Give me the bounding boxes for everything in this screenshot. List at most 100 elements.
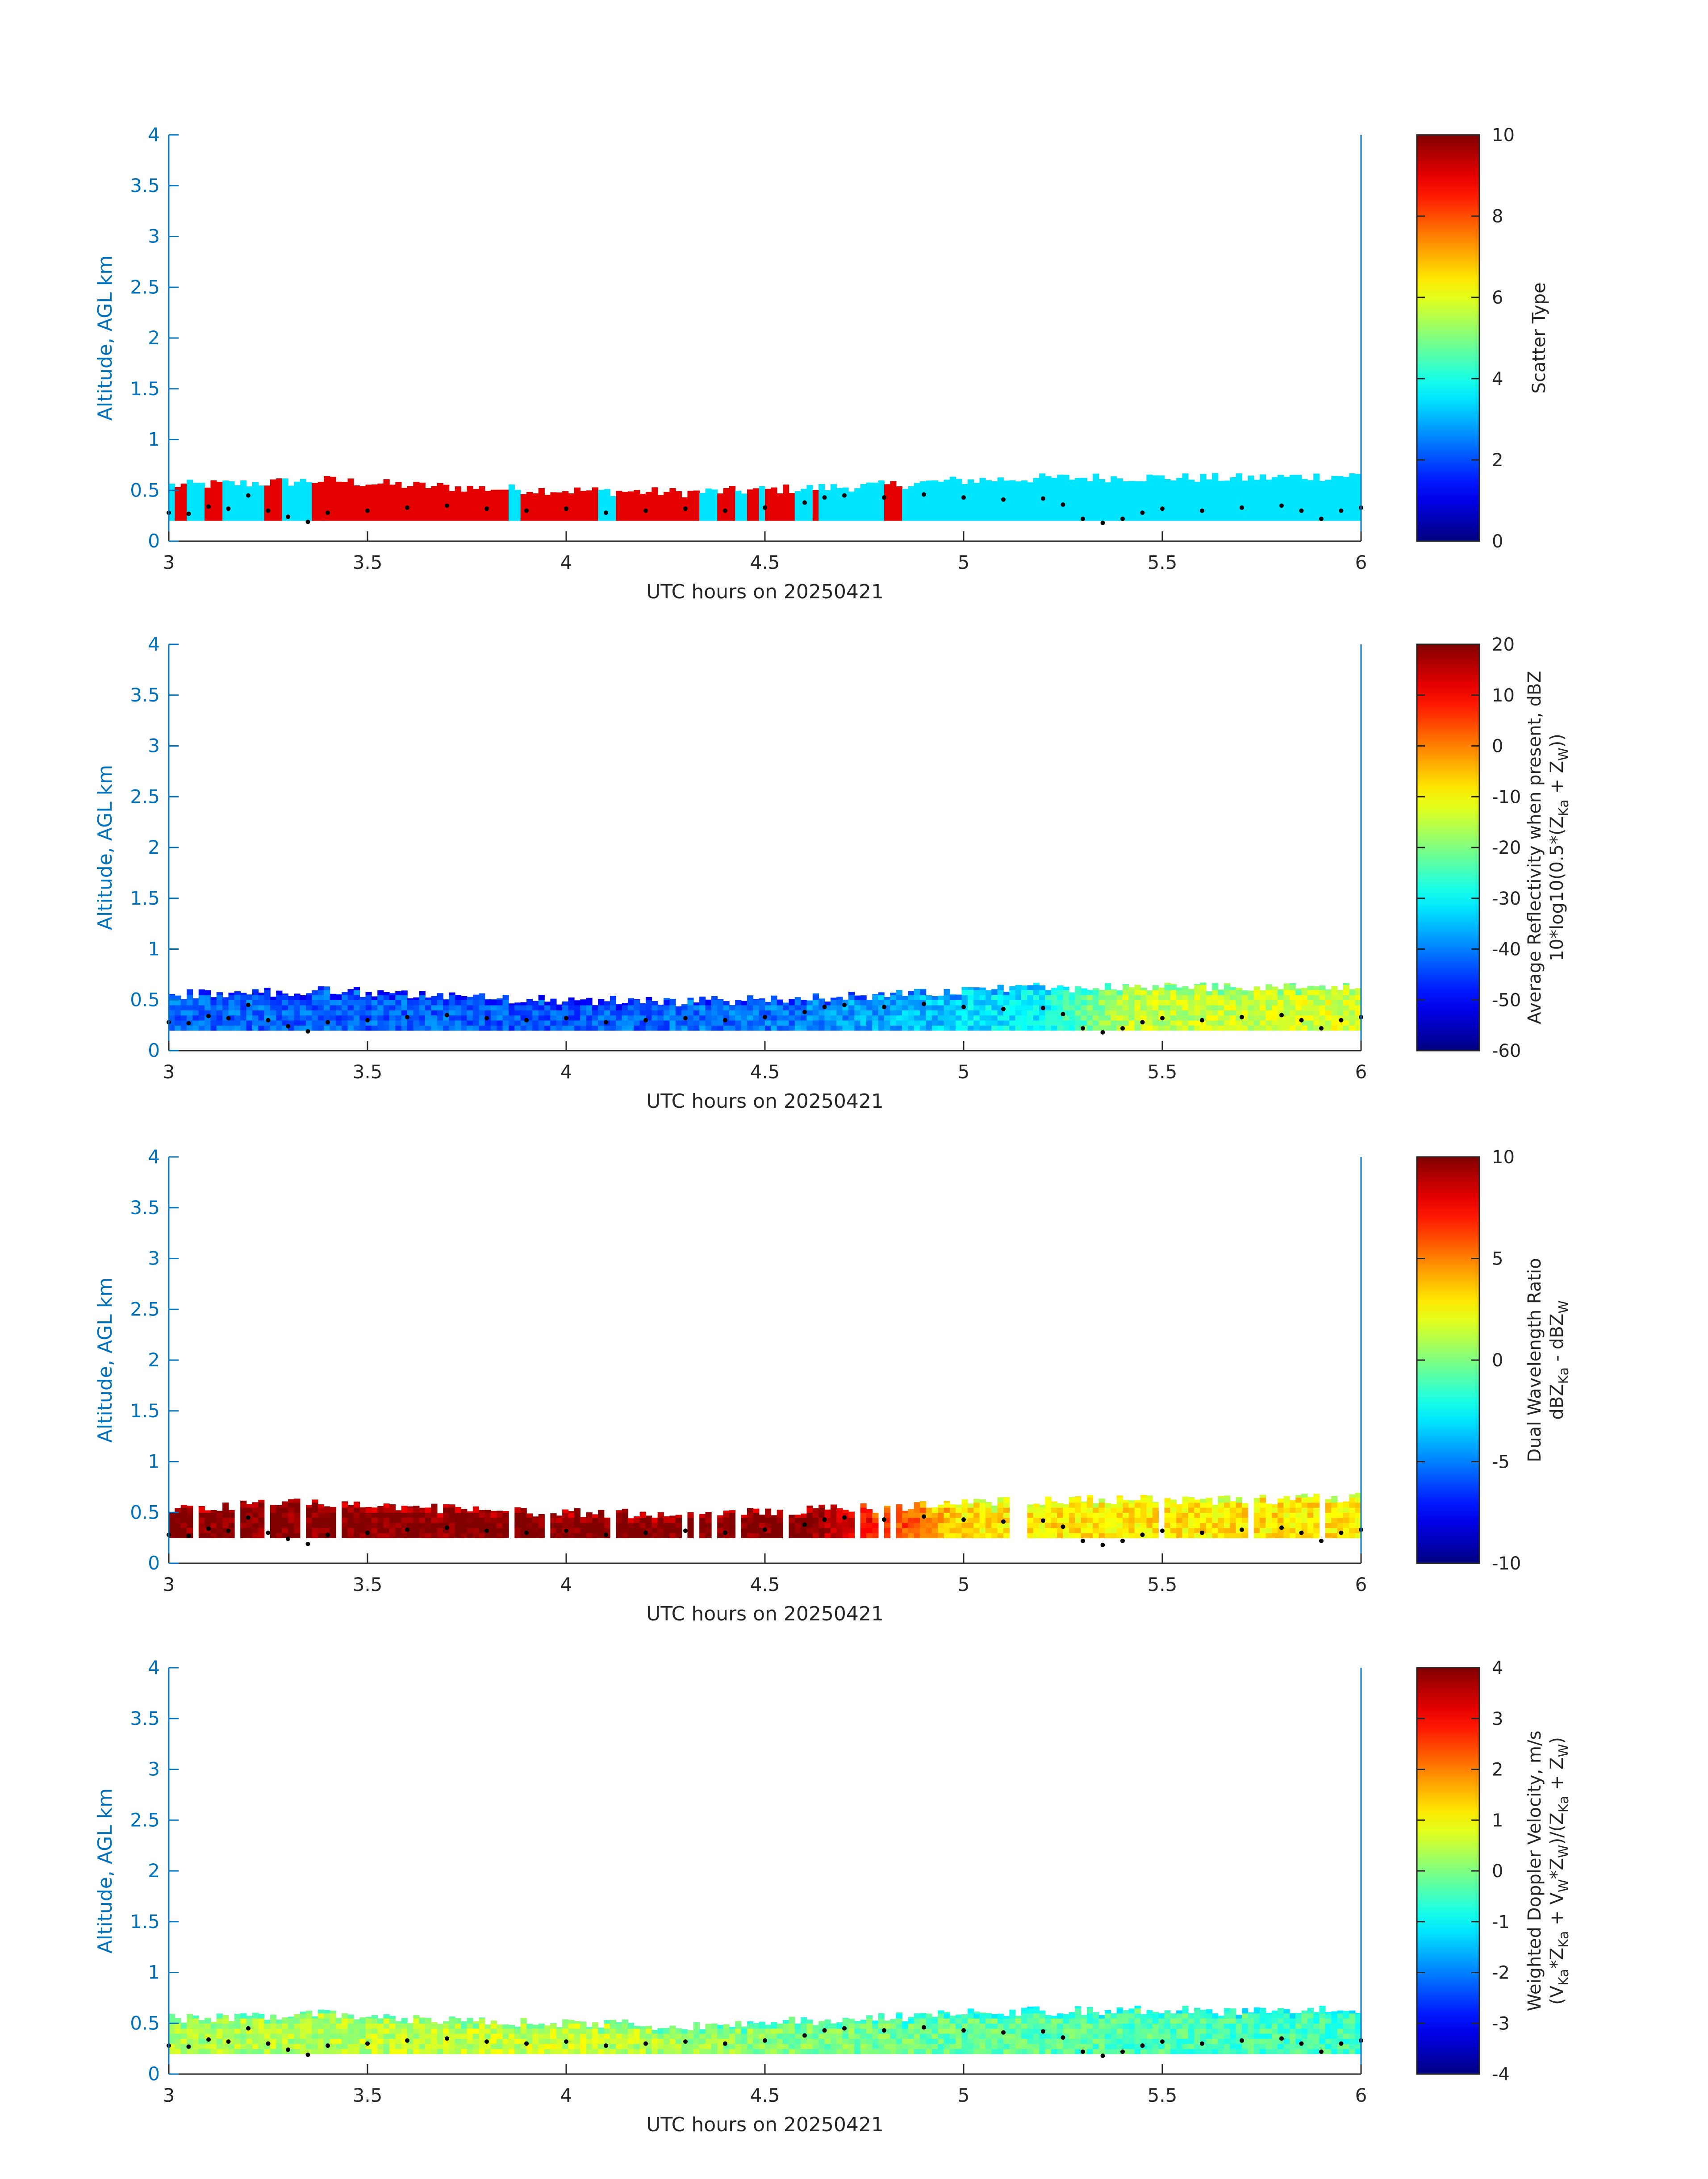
cell bbox=[711, 2024, 718, 2029]
cell bbox=[425, 2044, 431, 2049]
cell bbox=[1200, 1523, 1207, 1528]
y-tick-label: 4 bbox=[148, 1657, 160, 1678]
cell bbox=[1260, 1497, 1266, 1503]
cell bbox=[741, 1005, 748, 1010]
cell bbox=[544, 2049, 551, 2054]
cell bbox=[491, 1518, 497, 1523]
cell bbox=[1087, 2023, 1093, 2029]
cell bbox=[169, 1025, 175, 1031]
cell bbox=[831, 2023, 837, 2029]
marker-dot bbox=[604, 1532, 608, 1537]
cell bbox=[187, 1523, 193, 1528]
cell bbox=[706, 1000, 712, 1005]
cell bbox=[1075, 478, 1081, 521]
cell bbox=[312, 1507, 318, 1513]
cell bbox=[1307, 1518, 1314, 1523]
cell bbox=[431, 2023, 437, 2029]
cell bbox=[1099, 1523, 1105, 1528]
cell bbox=[1278, 475, 1284, 521]
cell bbox=[1254, 1000, 1260, 1005]
marker-dot bbox=[683, 2039, 688, 2044]
cell bbox=[634, 2029, 640, 2034]
cell bbox=[1307, 1000, 1314, 1005]
cell bbox=[1260, 1020, 1266, 1026]
cell bbox=[342, 2018, 348, 2024]
cell bbox=[854, 2021, 860, 2024]
cell bbox=[944, 1518, 950, 1523]
cell bbox=[956, 2038, 962, 2044]
cell bbox=[998, 1497, 1004, 1498]
cell bbox=[431, 1518, 437, 1523]
cell bbox=[1033, 2049, 1040, 2054]
cell bbox=[1170, 2038, 1177, 2044]
cell bbox=[372, 1528, 378, 1533]
cell bbox=[693, 1020, 700, 1026]
cell bbox=[1153, 1025, 1159, 1031]
marker-dot bbox=[1041, 2029, 1045, 2033]
cell bbox=[1153, 1000, 1159, 1005]
cell bbox=[753, 488, 759, 521]
cell bbox=[1302, 1494, 1308, 1498]
x-axis-label: UTC hours on 20250421 bbox=[646, 1090, 884, 1113]
cell bbox=[580, 1005, 586, 1010]
cell bbox=[640, 1003, 646, 1006]
cell bbox=[1343, 2038, 1349, 2044]
cell bbox=[729, 1025, 735, 1031]
cell bbox=[1188, 995, 1194, 1000]
cell bbox=[676, 2044, 682, 2049]
cell bbox=[973, 1533, 980, 1538]
cell bbox=[1135, 2038, 1141, 2044]
y-tick-label: 3 bbox=[148, 225, 160, 247]
cell bbox=[342, 1503, 348, 1508]
cell bbox=[359, 2017, 366, 2019]
cell bbox=[1021, 2038, 1027, 2044]
cell bbox=[1033, 1523, 1040, 1528]
cell bbox=[1212, 985, 1218, 990]
cell bbox=[521, 2018, 527, 2019]
cell bbox=[1164, 1523, 1170, 1528]
cell bbox=[1272, 2013, 1278, 2019]
cell bbox=[944, 2018, 950, 2024]
cell bbox=[169, 1005, 175, 1010]
marker-dot bbox=[484, 506, 489, 511]
cell bbox=[747, 1020, 753, 1026]
cell bbox=[395, 1512, 401, 1518]
cell bbox=[514, 490, 521, 521]
cell bbox=[1325, 2023, 1332, 2029]
cell bbox=[664, 492, 670, 521]
cell bbox=[1039, 2033, 1045, 2039]
cell bbox=[669, 1523, 676, 1528]
cell bbox=[771, 996, 777, 1000]
cell bbox=[622, 1025, 628, 1031]
cell bbox=[300, 2038, 306, 2044]
cell bbox=[324, 2049, 330, 2054]
cell bbox=[986, 1512, 992, 1518]
cell bbox=[950, 995, 956, 1000]
cell bbox=[366, 1005, 372, 1010]
cell bbox=[1320, 2033, 1326, 2039]
colorbar-gradient bbox=[1417, 135, 1479, 541]
cell bbox=[1176, 2018, 1182, 2024]
cell bbox=[1146, 1000, 1153, 1005]
cell bbox=[664, 1025, 670, 1031]
cell bbox=[872, 1025, 878, 1031]
cell bbox=[944, 1523, 950, 1528]
cell bbox=[449, 1005, 455, 1010]
cell bbox=[503, 1512, 509, 1518]
cell bbox=[354, 1528, 360, 1533]
cell bbox=[395, 1005, 401, 1010]
cell bbox=[359, 1507, 366, 1508]
cell bbox=[1093, 1000, 1099, 1005]
cell bbox=[1200, 2013, 1207, 2019]
cell bbox=[944, 1528, 950, 1533]
cell bbox=[1117, 478, 1123, 521]
cell bbox=[658, 1523, 664, 1528]
cell bbox=[1313, 1010, 1320, 1015]
cell bbox=[1206, 1518, 1212, 1523]
cell bbox=[539, 2033, 545, 2039]
cell bbox=[1069, 2029, 1075, 2034]
cell bbox=[902, 996, 908, 1001]
cell bbox=[556, 493, 563, 521]
marker-dot bbox=[326, 510, 330, 515]
